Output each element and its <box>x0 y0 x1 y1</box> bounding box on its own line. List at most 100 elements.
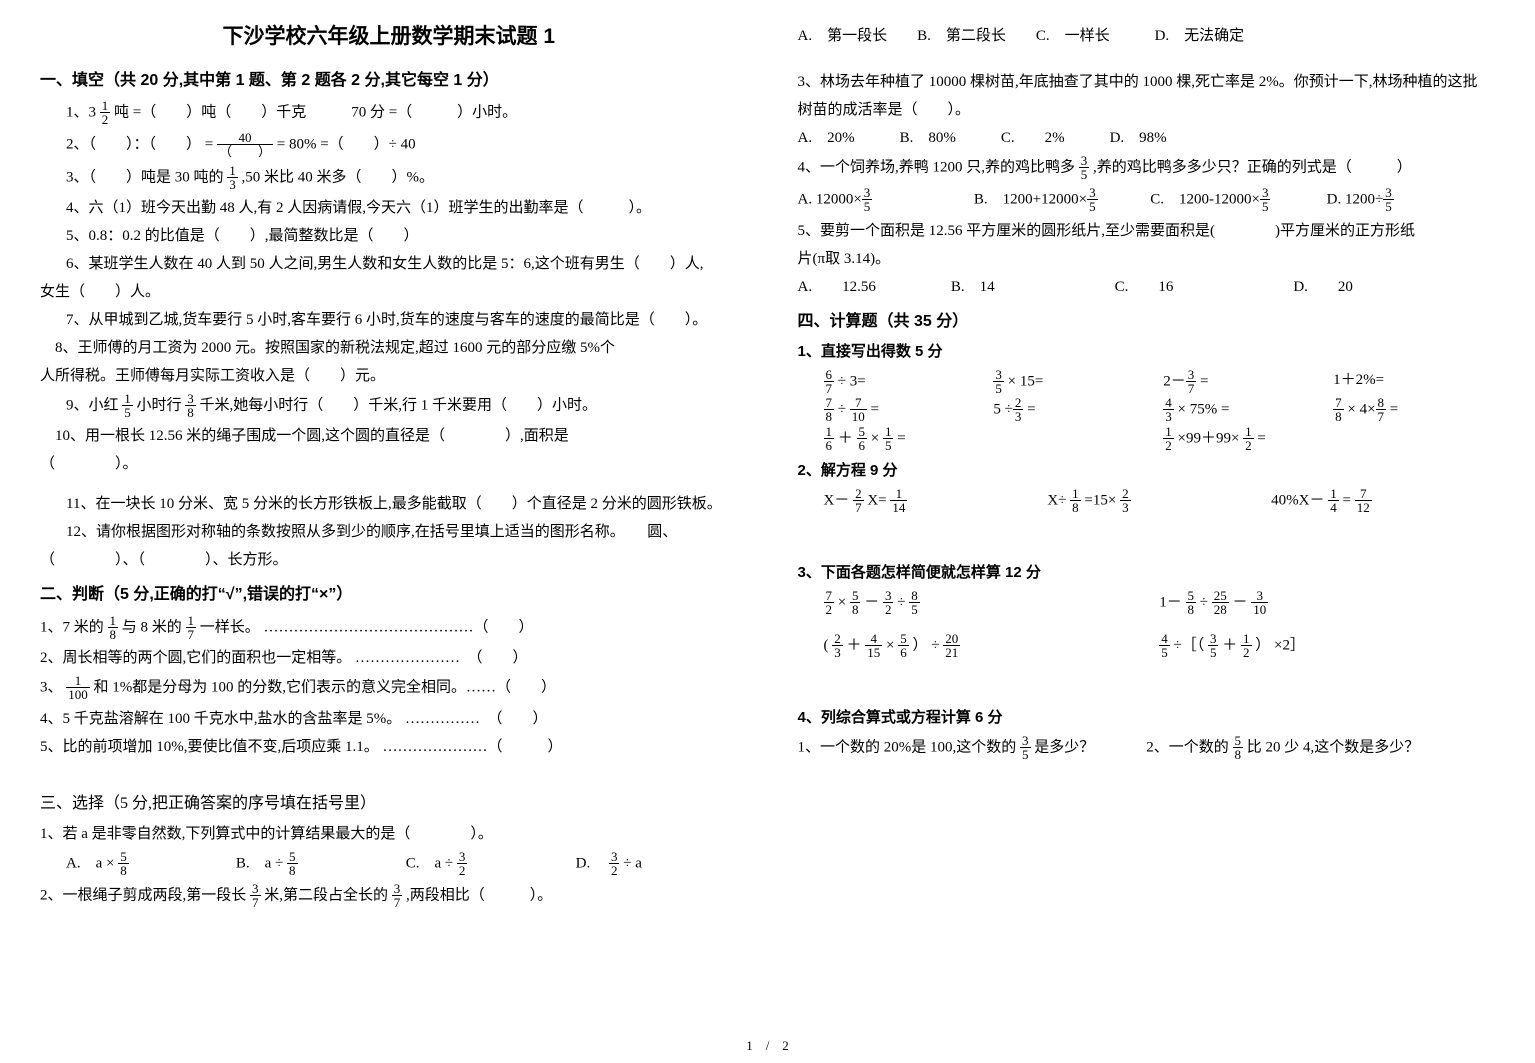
sub-4-1: 1、直接写出得数 5 分 <box>798 340 1496 364</box>
s1: 1、若 a 是非零自然数,下列算式中的计算结果最大的是（ ）。 <box>40 822 738 846</box>
fraction: 38 <box>185 392 196 420</box>
q11: 11、在一块长 10 分米、宽 5 分米的长方形铁板上,最多能截取（ ）个直径是… <box>66 492 738 516</box>
c13: 2－37 = <box>1163 368 1325 396</box>
q12: 12、请你根据图形对称轴的条数按照从多到少的顺序,在括号里填上适当的图形名称。 … <box>66 520 738 544</box>
j2: 2、周长相等的两个圆,它们的面积也一定相等。 ………………… （ ） <box>40 646 738 670</box>
option-d: D. 32 ÷ a <box>576 850 738 878</box>
option-c: C. a ÷ 32 <box>406 850 568 878</box>
q6-cont: 女生（ ）人。 <box>40 280 738 304</box>
eq1: X－ 27 X= 114 <box>824 487 1048 515</box>
r3: 3、林场去年种植了 10000 棵树苗,年底抽查了其中的 1000 棵,死亡率是… <box>798 70 1496 94</box>
c22: 5 ÷23 = <box>993 396 1155 424</box>
q12-cont: （ ）、（ ）、长方形。 <box>40 548 738 572</box>
text: 3、（ ）吨是 30 吨的 <box>66 169 224 185</box>
right-column: A. 第一段长 B. 第二段长 C. 一样长 D. 无法确定 3、林场去年种植了… <box>768 20 1496 1053</box>
text: 与 8 米的 <box>122 620 182 636</box>
text: 小时行 <box>137 398 182 414</box>
section-3-head: 三、选择（5 分,把正确答案的序号填在括号里） <box>40 791 738 817</box>
c12: 35 × 15= <box>993 368 1155 396</box>
q1: 1、3 12 吨 =（ ）吨（ ）千克 70 分 =（ ）小时。 <box>66 99 738 127</box>
calc-row-3: 16 ＋ 56 × 15 = 12 ×99＋99× 12 = <box>824 425 1496 453</box>
q7: 7、从甲城到乙城,货车要行 5 小时,客车要行 6 小时,货车的速度与客车的速度… <box>66 308 738 332</box>
p33: ( 23 ＋ 415 × 56 ） ÷ 2021 <box>824 632 1160 660</box>
q9: 9、小红 15 小时行 38 千米,她每小时行（ ）千米,行 1 千米要用（ ）… <box>66 392 738 420</box>
c23: 43 × 75% = <box>1163 396 1325 424</box>
text: 和 1%都是分母为 100 的分数,它们表示的意义完全相同。……（ ） <box>94 680 557 696</box>
c24: 78 × 4×87 = <box>1333 396 1495 424</box>
q6: 6、某班学生人数在 40 人到 50 人之间,男生人数和女生人数的比是 5：6,… <box>66 252 738 276</box>
q8-cont: 人所得税。王师傅每月实际工资收入是（ ）元。 <box>40 364 738 388</box>
q8: 8、王师傅的月工资为 2000 元。按照国家的新税法规定,超过 1600 元的部… <box>40 336 738 360</box>
q3: 3、（ ）吨是 30 吨的 13 ,50 米比 40 米多（ ）%。 <box>66 164 738 192</box>
calc-row-1: 67 ÷ 3= 35 × 15= 2－37 = 1＋2%= <box>824 368 1496 396</box>
fraction: 17 <box>186 614 197 642</box>
c32: 12 ×99＋99× 12 = <box>1163 425 1495 453</box>
q10-cont: （ ）。 <box>40 452 738 476</box>
fraction: 1100 <box>66 674 90 702</box>
calc-row-2: 78 ÷ 710 = 5 ÷23 = 43 × 75% = 78 × 4×87 … <box>824 396 1496 424</box>
r5-cont: 片(π取 3.14)。 <box>798 247 1496 271</box>
q5: 5、0.8：0.2 的比值是（ ）,最简整数比是（ ） <box>66 224 738 248</box>
c14: 1＋2%= <box>1333 368 1495 396</box>
c21: 78 ÷ 710 = <box>824 396 986 424</box>
r3-options: A. 20% B. 80% C. 2% D. 98% <box>798 126 1496 150</box>
text: 1、3 <box>66 105 96 121</box>
text: 一样长。 ……………………………………（ ） <box>200 620 534 636</box>
simplify-grid: 72 × 58 － 32 ÷ 85 1－ 58 ÷ 2528 － 310 ( 2… <box>824 589 1496 660</box>
j1: 1、7 米的 18 与 8 米的 17 一样长。 ……………………………………（… <box>40 614 738 642</box>
j4: 4、5 千克盐溶解在 100 千克水中,盐水的含盐率是 5%。 …………… （ … <box>40 707 738 731</box>
option-a: A. 12000×35 <box>798 186 966 214</box>
text: 千米,她每小时行（ ）千米,行 1 千米要用（ ）小时。 <box>200 398 598 414</box>
option-b: B. 1200+12000×35 <box>974 186 1142 214</box>
j3: 3、 1100 和 1%都是分母为 100 的分数,它们表示的意义完全相同。……… <box>40 674 738 702</box>
fraction: 40（ ） <box>217 131 273 159</box>
r5: 5、要剪一个面积是 12.56 平方厘米的圆形纸片,至少需要面积是( )平方厘米… <box>798 219 1496 243</box>
w1: 1、一个数的 20%是 100,这个数的 35 是多少？ <box>798 734 1147 762</box>
text: 9、小红 <box>66 398 119 414</box>
text: 3、 <box>40 680 63 696</box>
word-problems: 1、一个数的 20%是 100,这个数的 35 是多少？ 2、一个数的 58 比… <box>798 734 1496 762</box>
r5-options: A. 12.56 B. 14 C. 16 D. 20 <box>798 275 1496 299</box>
page-footer: 1 / 2 <box>0 1036 1535 1057</box>
option-b: B. a ÷ 58 <box>236 850 398 878</box>
s1-options: A. a × 58 B. a ÷ 58 C. a ÷ 32 D. 32 ÷ a <box>66 850 738 878</box>
p32: 1－ 58 ÷ 2528 － 310 <box>1159 589 1495 617</box>
r4: 4、一个饲养场,养鸭 1200 只,养的鸡比鸭多 35 ,养的鸡比鸭多多少只？正… <box>798 154 1496 182</box>
text: = 80% =（ ）÷ 40 <box>277 137 416 153</box>
eq3: 40%X－ 14 = 712 <box>1271 487 1495 515</box>
sub-4-2: 2、解方程 9 分 <box>798 459 1496 483</box>
j5: 5、比的前项增加 10%,要使比值不变,后项应乘 1.1。 …………………（ ） <box>40 735 738 759</box>
text: 1、7 米的 <box>40 620 104 636</box>
q4: 4、六（1）班今天出勤 48 人,有 2 人因病请假,今天六（1）班学生的出勤率… <box>66 196 738 220</box>
fraction: 15 <box>122 392 133 420</box>
sub-4-3: 3、下面各题怎样简便就怎样算 12 分 <box>798 561 1496 585</box>
p31: 72 × 58 － 32 ÷ 85 <box>824 589 1160 617</box>
page: 下沙学校六年级上册数学期末试题 1 一、填空（共 20 分,其中第 1 题、第 … <box>0 0 1535 1063</box>
left-column: 下沙学校六年级上册数学期末试题 1 一、填空（共 20 分,其中第 1 题、第 … <box>40 20 768 1053</box>
s2-options: A. 第一段长 B. 第二段长 C. 一样长 D. 无法确定 <box>798 24 1496 48</box>
r3-cont: 树苗的成活率是（ ）。 <box>798 98 1496 122</box>
option-c: C. 1200-12000×35 <box>1150 186 1318 214</box>
eq2: X÷ 18 =15× 23 <box>1047 487 1271 515</box>
q2: 2、（ ）：（ ） = 40（ ） = 80% =（ ）÷ 40 <box>66 131 738 159</box>
section-2-head: 二、判断（5 分,正确的打“√”,错误的打“×”） <box>40 582 738 608</box>
q10: 10、用一根长 12.56 米的绳子围成一个圆,这个圆的直径是（ ）,面积是 <box>40 424 738 448</box>
page-title: 下沙学校六年级上册数学期末试题 1 <box>40 20 738 54</box>
text: 吨 =（ ）吨（ ）千克 70 分 =（ ）小时。 <box>114 105 517 121</box>
section-1-head: 一、填空（共 20 分,其中第 1 题、第 2 题各 2 分,其它每空 1 分） <box>40 68 738 94</box>
sub-4-4: 4、列综合算式或方程计算 6 分 <box>798 706 1496 730</box>
section-4-head: 四、计算题（共 35 分） <box>798 309 1496 335</box>
text: 2、（ ）：（ ） = <box>66 137 217 153</box>
c31: 16 ＋ 56 × 15 = <box>824 425 1156 453</box>
r4-options: A. 12000×35 B. 1200+12000×35 C. 1200-120… <box>798 186 1496 214</box>
text: ,50 米比 40 米多（ ）%。 <box>242 169 435 185</box>
fraction: 12 <box>100 99 111 127</box>
eq-row: X－ 27 X= 114 X÷ 18 =15× 23 40%X－ 14 = 71… <box>824 487 1496 515</box>
fraction: 13 <box>227 164 238 192</box>
s2: 2、一根绳子剪成两段,第一段长 37 米,第二段占全长的 37 ,两段相比（ ）… <box>40 882 738 910</box>
option-a: A. a × 58 <box>66 850 228 878</box>
c11: 67 ÷ 3= <box>824 368 986 396</box>
p34: 45 ÷［（ 35 ＋ 12 ） ×2］ <box>1159 632 1495 660</box>
w2: 2、一个数的 58 比 20 少 4,这个数是多少？ <box>1146 734 1495 762</box>
fraction: 18 <box>108 614 119 642</box>
